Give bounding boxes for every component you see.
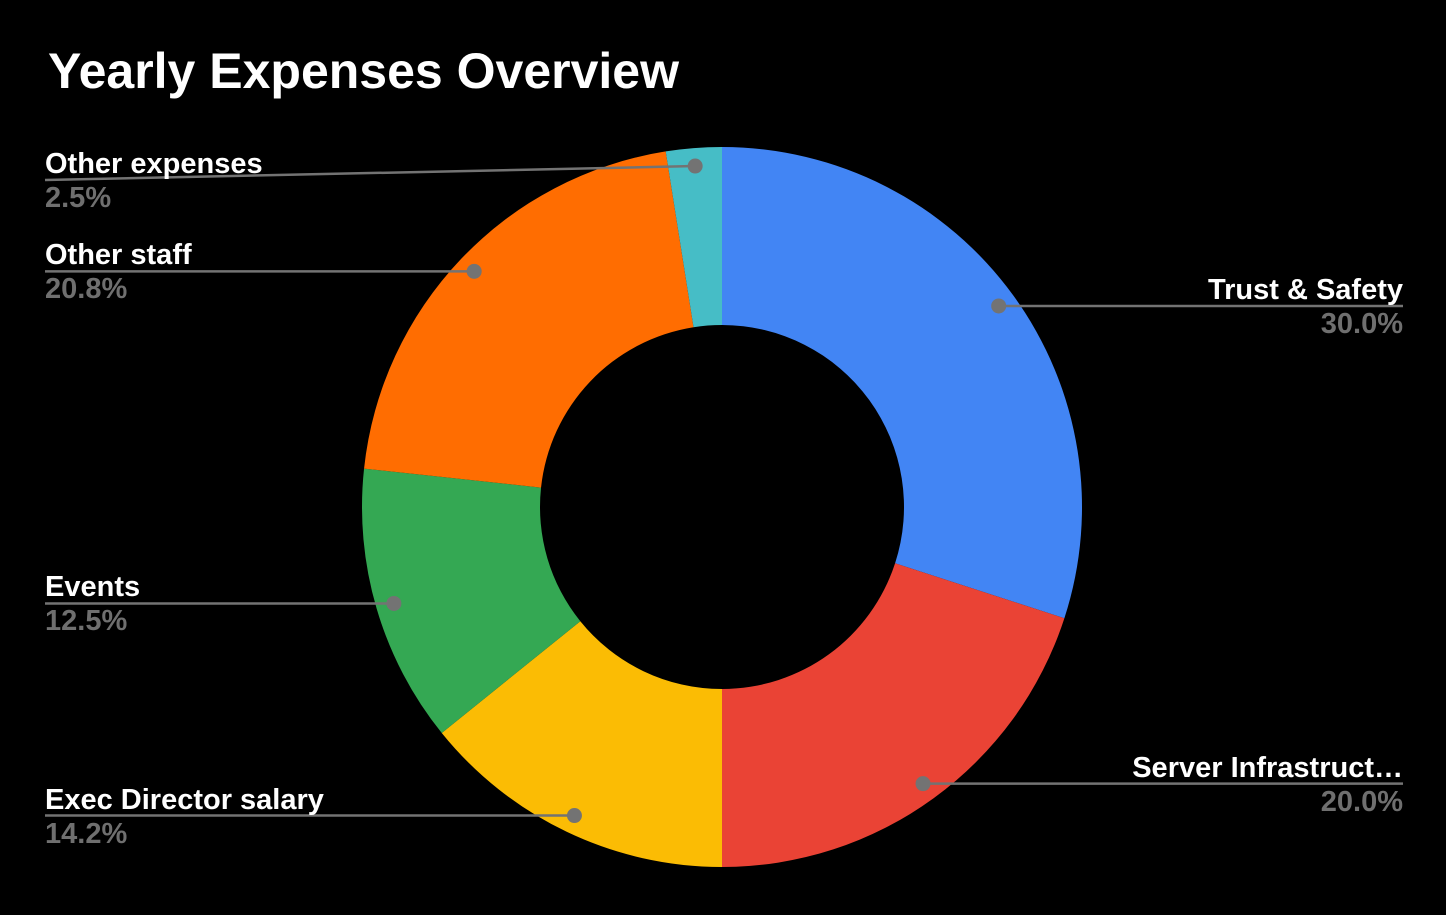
slice-label-events: Events [45,571,141,604]
pie-slice-trust-safety[interactable] [722,147,1082,619]
slice-percent-other-staff: 20.8% [45,273,128,306]
leader-dot-trust-safety [991,298,1007,314]
leader-dot-events [386,595,402,611]
leader-dot-exec-director-salary [566,808,582,824]
slice-label-server-infrastruct: Server Infrastruct… [1132,751,1403,784]
pie-slice-other-expenses[interactable] [665,147,722,328]
leader-dot-other-staff [466,263,482,279]
pie-slice-events[interactable] [362,468,581,733]
chart-title: Yearly Expenses Overview [48,43,679,99]
leader-dot-other-expenses [687,158,703,174]
leader-dot-server-infrastruct [915,776,931,792]
leader-line-other-expenses [44,164,696,182]
slice-label-other-staff: Other staff [45,239,192,272]
slice-percent-exec-director-salary: 14.2% [45,817,128,850]
slice-percent-other-expenses: 2.5% [45,182,112,215]
slice-label-other-expenses: Other expenses [45,148,263,181]
pie-slice-server-infrastruct[interactable] [722,563,1065,867]
slice-percent-trust-safety: 30.0% [1320,307,1403,340]
pie-slice-exec-director-salary[interactable] [441,621,722,867]
slice-percent-server-infrastruct: 20.0% [1320,785,1403,818]
pie-slice-other-staff[interactable] [364,151,694,488]
slice-percent-events: 12.5% [45,605,128,638]
slice-label-exec-director-salary: Exec Director salary [45,783,324,816]
slice-label-trust-safety: Trust & Safety [1208,273,1403,306]
